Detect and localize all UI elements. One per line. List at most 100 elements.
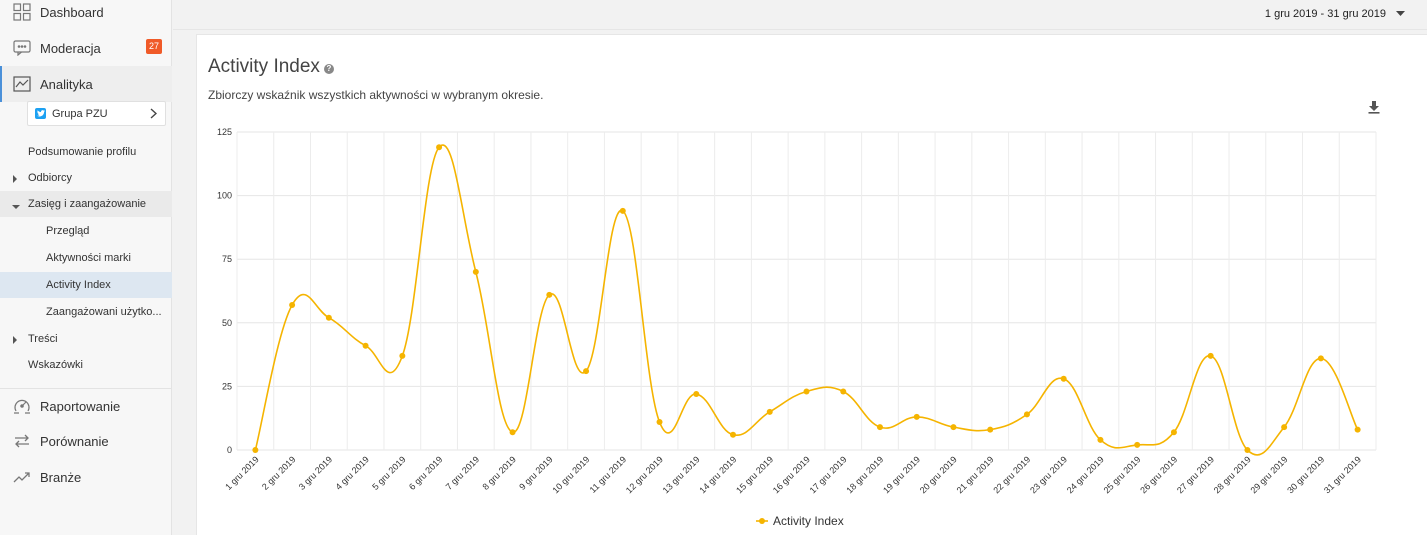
chevron-right-icon xyxy=(150,108,158,122)
x-tick-label: 8 gru 2019 xyxy=(480,454,518,492)
x-tick-label: 2 gru 2019 xyxy=(260,454,298,492)
legend-marker xyxy=(759,518,765,524)
x-tick-label: 22 gru 2019 xyxy=(991,454,1032,495)
grid xyxy=(236,131,1377,451)
sidebar-item-zasieg[interactable]: Zasięg i zaangażowanie xyxy=(0,191,172,217)
sidebar-item-label: Podsumowanie profilu xyxy=(28,146,137,158)
x-tick-label: 3 gru 2019 xyxy=(297,454,335,492)
chart-icon xyxy=(12,74,32,94)
sidebar-item-tresci[interactable]: Treści xyxy=(0,326,172,352)
data-point[interactable] xyxy=(803,388,810,395)
sidebar-item-wskazowki[interactable]: Wskazówki xyxy=(0,352,172,378)
y-tick-label: 50 xyxy=(222,318,232,328)
nav-porownanie[interactable]: Porównanie xyxy=(0,423,172,459)
sidebar-item-label: Przegląd xyxy=(46,225,90,237)
nav-dashboard[interactable]: Dashboard xyxy=(0,0,172,30)
y-tick-label: 100 xyxy=(217,191,232,201)
data-point[interactable] xyxy=(730,431,737,438)
help-icon[interactable]: ? xyxy=(323,63,334,74)
sidebar-item-podsumowanie[interactable]: Podsumowanie profilu xyxy=(0,139,172,165)
x-tick-label: 11 gru 2019 xyxy=(588,454,629,495)
nav-moderacja[interactable]: Moderacja 27 xyxy=(0,30,172,66)
activity-index-chart: 0 25 50 75 100 125 1 gru 2019 2 gru 2019 3 gru 2… xyxy=(217,127,1377,528)
sidebar-item-label: Aktywności marki xyxy=(46,252,131,264)
x-tick-label: 24 gru 2019 xyxy=(1065,454,1106,495)
legend[interactable]: Activity Index xyxy=(756,514,844,528)
caret-down-icon xyxy=(1396,11,1405,16)
data-point[interactable] xyxy=(840,388,847,395)
x-tick-label: 31 gru 2019 xyxy=(1322,454,1363,495)
data-point[interactable] xyxy=(656,419,663,426)
data-point[interactable] xyxy=(1207,352,1214,359)
date-range-label: 1 gru 2019 - 31 gru 2019 xyxy=(1264,8,1386,20)
profile-selector[interactable]: Grupa PZU xyxy=(27,101,166,126)
nav-branze[interactable]: Branże xyxy=(0,459,172,495)
data-point[interactable] xyxy=(1354,426,1361,433)
data-point[interactable] xyxy=(1023,411,1030,418)
data-point[interactable] xyxy=(252,447,259,453)
y-tick-label: 0 xyxy=(227,445,232,455)
data-point[interactable] xyxy=(1134,441,1141,448)
x-tick-label: 21 gru 2019 xyxy=(955,454,996,495)
data-point[interactable] xyxy=(913,413,920,420)
compare-icon xyxy=(12,431,32,451)
x-tick-label: 20 gru 2019 xyxy=(918,454,959,495)
x-tick-label: 15 gru 2019 xyxy=(734,454,775,495)
data-point[interactable] xyxy=(289,301,296,308)
data-point[interactable] xyxy=(399,352,406,359)
x-tick-label: 6 gru 2019 xyxy=(407,454,445,492)
y-tick-label: 25 xyxy=(222,381,232,391)
nav-raportowanie[interactable]: Raportowanie xyxy=(0,388,172,424)
x-tick-label: 17 gru 2019 xyxy=(808,454,849,495)
data-point[interactable] xyxy=(1281,424,1288,431)
data-point[interactable] xyxy=(876,424,883,431)
data-point[interactable] xyxy=(1317,355,1324,362)
nav-moderacja-label: Moderacja xyxy=(40,40,101,56)
sidebar: Dashboard Moderacja 27 Analityka Grupa P… xyxy=(0,0,172,535)
x-tick-label: 30 gru 2019 xyxy=(1285,454,1326,495)
sidebar-item-przeglad[interactable]: Przegląd xyxy=(0,218,172,244)
data-point[interactable] xyxy=(1170,429,1177,436)
data-point[interactable] xyxy=(987,426,994,433)
sidebar-item-label: Treści xyxy=(28,333,58,345)
report-icon xyxy=(12,396,32,416)
trend-icon xyxy=(12,467,32,487)
nav-porownanie-label: Porównanie xyxy=(40,433,109,449)
sidebar-item-label: Zasięg i zaangażowanie xyxy=(28,198,147,210)
sidebar-item-label: Activity Index xyxy=(46,279,111,291)
data-point[interactable] xyxy=(583,368,590,375)
data-point[interactable] xyxy=(1097,436,1104,443)
sidebar-item-odbiorcy[interactable]: Odbiorcy xyxy=(0,165,172,191)
data-point[interactable] xyxy=(546,291,553,298)
nav-analityka[interactable]: Analityka xyxy=(0,66,172,102)
data-point[interactable] xyxy=(509,429,516,436)
data-point[interactable] xyxy=(362,342,369,349)
data-point[interactable] xyxy=(766,408,773,415)
y-tick-label: 75 xyxy=(222,254,232,264)
data-point[interactable] xyxy=(950,424,957,431)
date-range-picker[interactable]: 1 gru 2019 - 31 gru 2019 xyxy=(1265,8,1405,20)
x-tick-label: 9 gru 2019 xyxy=(517,454,555,492)
grid-icon xyxy=(12,2,32,22)
data-point[interactable] xyxy=(619,207,626,214)
sidebar-item-activity-index[interactable]: Activity Index xyxy=(0,272,172,298)
data-point[interactable] xyxy=(436,144,443,151)
data-point[interactable] xyxy=(325,314,332,321)
activity-index-card: Activity Index ? Zbiorczy wskaźnik wszys… xyxy=(196,34,1427,535)
data-point[interactable] xyxy=(1060,375,1067,382)
x-tick-label: 28 gru 2019 xyxy=(1212,454,1253,495)
x-tick-label: 12 gru 2019 xyxy=(624,454,665,495)
legend-label: Activity Index xyxy=(773,514,844,528)
sidebar-item-aktywnosci-marki[interactable]: Aktywności marki xyxy=(0,245,172,271)
caret-down-icon xyxy=(12,201,20,213)
x-tick-label: 19 gru 2019 xyxy=(881,454,922,495)
data-point[interactable] xyxy=(1244,447,1251,453)
moderation-count-badge: 27 xyxy=(145,39,162,54)
x-tick-label: 7 gru 2019 xyxy=(444,454,482,492)
nav-branze-label: Branże xyxy=(40,469,82,485)
data-point[interactable] xyxy=(472,268,479,275)
sidebar-item-zaangazowani[interactable]: Zaangażowani użytko... xyxy=(0,299,172,325)
data-point[interactable] xyxy=(693,391,700,398)
download-icon[interactable] xyxy=(1368,101,1380,119)
x-tick-label: 13 gru 2019 xyxy=(661,454,702,495)
